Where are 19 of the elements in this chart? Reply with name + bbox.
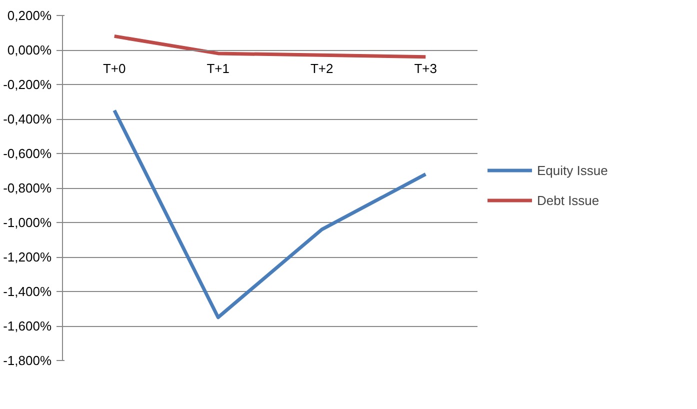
y-tick-label: -0,200% (3, 77, 52, 92)
y-tick-label: 0,000% (7, 42, 52, 58)
y-tick-label: 0,200% (7, 8, 52, 23)
y-tick-label: -1,000% (3, 215, 52, 230)
y-tick-label: -1,600% (3, 318, 52, 334)
line-series (112, 108, 428, 320)
x-tick-label: T+0 (102, 61, 126, 76)
y-tick-label: -1,400% (3, 284, 52, 299)
y-tick-label: -0,800% (3, 180, 52, 196)
y-tick-label: -1,800% (3, 353, 52, 368)
y-tick-label: -0,600% (3, 146, 52, 161)
legend-label: Debt Issue (537, 192, 600, 208)
x-tick-label: T+2 (310, 61, 334, 76)
line-series (112, 34, 428, 59)
legend-label: Equity Issue (537, 162, 608, 178)
y-tick-label: -0,400% (3, 112, 52, 126)
y-tick-label: -1,200% (3, 250, 52, 264)
x-tick-label: T+3 (414, 61, 438, 76)
x-tick-label: T+1 (206, 61, 230, 76)
